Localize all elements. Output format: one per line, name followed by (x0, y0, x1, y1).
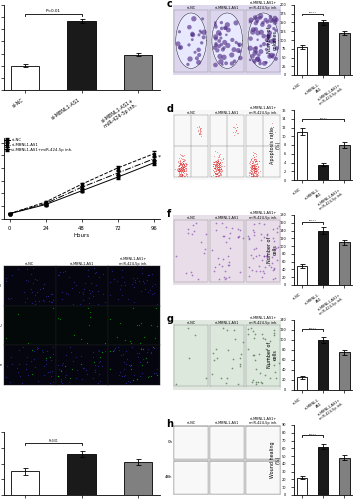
Bar (297, 266, 307, 285)
Text: P<0.01: P<0.01 (309, 220, 316, 222)
Text: P<0.01: P<0.01 (309, 12, 316, 14)
Bar (339, 242, 350, 285)
Bar (318, 447, 329, 495)
Bar (339, 145, 350, 180)
Bar (297, 47, 307, 75)
Text: P<0.01: P<0.01 (319, 118, 327, 119)
Y-axis label: Number of
cells: Number of cells (267, 342, 278, 368)
Bar (124, 54, 152, 90)
Text: d: d (167, 104, 173, 115)
Text: f: f (167, 210, 171, 220)
X-axis label: Hours: Hours (73, 233, 90, 238)
Bar (297, 132, 307, 180)
Y-axis label: Wound healing
(%): Wound healing (%) (269, 442, 280, 478)
Y-axis label: Number of
colonies: Number of colonies (267, 27, 278, 53)
Bar (318, 230, 329, 285)
Bar (339, 33, 350, 75)
Bar (67, 21, 96, 90)
Bar (318, 22, 329, 75)
Text: *: * (158, 155, 161, 160)
Text: h: h (167, 420, 173, 430)
Bar (297, 478, 307, 495)
Y-axis label: Apoptosis ratio
(%): Apoptosis ratio (%) (269, 126, 280, 164)
Bar (339, 352, 350, 390)
Bar (318, 340, 329, 390)
Text: P<0.01: P<0.01 (309, 328, 316, 329)
Text: g: g (167, 314, 173, 324)
Bar (11, 66, 39, 90)
Bar (339, 458, 350, 495)
Bar (318, 164, 329, 180)
Text: c: c (167, 0, 172, 10)
Y-axis label: Number of
cells: Number of cells (267, 237, 278, 263)
Legend: si-NC, si-MBNL1-AS1, si-MBNL1-AS1+miR-424-5p inh.: si-NC, si-MBNL1-AS1, si-MBNL1-AS1+miR-42… (4, 138, 73, 151)
Bar (297, 378, 307, 390)
Text: P<0.01: P<0.01 (46, 10, 61, 14)
Text: P<0.01: P<0.01 (48, 439, 58, 443)
Bar (124, 462, 152, 500)
Bar (67, 454, 96, 500)
Bar (11, 472, 39, 500)
